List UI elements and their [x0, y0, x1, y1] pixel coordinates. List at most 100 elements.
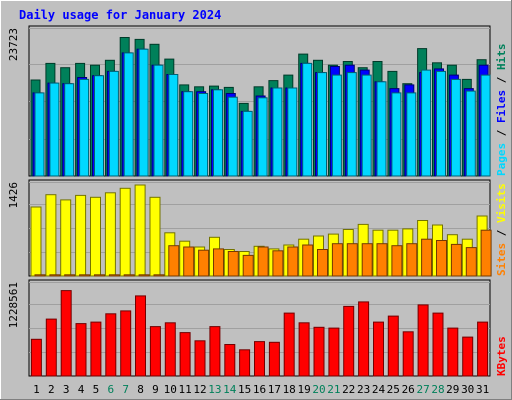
bar-pages-22 [346, 72, 357, 177]
bar-sites-1 [34, 274, 46, 277]
bar-pages-30 [465, 90, 476, 177]
bar-pages-5 [94, 75, 104, 177]
bar-sites-14 [227, 251, 239, 277]
legend: Pages / Files / Hits [495, 44, 508, 177]
x-tick-label-10: 10 [164, 383, 177, 396]
bar-kbytes-4 [75, 323, 87, 377]
bar-sites-12 [198, 249, 210, 277]
bar-visits-3 [60, 199, 72, 277]
x-tick-label-15: 15 [238, 383, 251, 396]
bar-pages-17 [272, 87, 283, 177]
bar-sites-18 [287, 246, 299, 277]
bar-sites-6 [108, 274, 120, 277]
bar-visits-2 [45, 194, 57, 277]
bar-sites-10 [168, 245, 180, 277]
bar-kbytes-29 [447, 327, 459, 377]
bar-pages-18 [287, 87, 298, 177]
legend-kbytes: KBytes [495, 336, 508, 376]
bar-pages-15 [242, 110, 253, 177]
x-tick-label-4: 4 [78, 383, 85, 396]
legend-files: Files [495, 90, 508, 123]
bar-sites-31 [480, 229, 492, 277]
bar-sites-24 [376, 243, 388, 277]
legend-hits: Hits [495, 44, 508, 71]
bar-pages-12 [198, 93, 209, 177]
bar-pages-26 [406, 92, 417, 177]
bar-kbytes-16 [254, 341, 265, 377]
bar-kbytes-17 [268, 341, 280, 377]
bar-pages-13 [213, 89, 223, 177]
x-tick-label-30: 30 [461, 383, 474, 396]
bar-kbytes-23 [358, 301, 370, 377]
bar-pages-6 [108, 70, 119, 177]
x-tick-label-20: 20 [312, 383, 325, 396]
bar-kbytes-7 [120, 310, 132, 377]
bar-visits-7 [119, 187, 131, 277]
bar-sites-13 [213, 248, 224, 277]
bar-pages-11 [183, 91, 194, 177]
bar-kbytes-19 [298, 322, 310, 377]
x-tick-label-21: 21 [327, 383, 340, 396]
bar-sites-3 [64, 274, 76, 277]
x-tick-label-2: 2 [48, 383, 55, 396]
bar-kbytes-2 [45, 318, 57, 377]
bar-kbytes-26 [402, 331, 414, 377]
x-tick-label-3: 3 [63, 383, 70, 396]
x-tick-label-26: 26 [402, 383, 415, 396]
bar-sites-4 [79, 274, 91, 277]
x-tick-label-9: 9 [152, 383, 159, 396]
bar-sites-20 [317, 249, 328, 277]
bar-sites-2 [49, 274, 61, 277]
bar-sites-7 [123, 274, 135, 277]
x-tick-label-25: 25 [387, 383, 400, 396]
bar-visits-4 [75, 194, 87, 277]
x-tick-label-6: 6 [107, 383, 114, 396]
bar-sites-5 [94, 274, 105, 277]
bar-visits-1 [30, 206, 42, 277]
bar-pages-31 [480, 74, 491, 177]
x-tick-label-1: 1 [33, 383, 40, 396]
x-tick-label-14: 14 [223, 383, 237, 396]
bar-sites-8 [138, 274, 150, 277]
legend-separator: / [495, 70, 508, 90]
x-tick-label-18: 18 [283, 383, 296, 396]
bar-pages-24 [376, 81, 387, 177]
x-tick-label-23: 23 [357, 383, 370, 396]
legend-separator: / [495, 123, 508, 143]
bar-pages-20 [317, 72, 327, 177]
bar-visits-5 [90, 196, 101, 277]
legend: Sites / Visits [495, 183, 508, 276]
bar-kbytes-3 [60, 290, 72, 377]
x-tick-label-19: 19 [297, 383, 310, 396]
legend: KBytes [495, 336, 508, 376]
bar-kbytes-5 [90, 321, 102, 377]
chart-title: Daily usage for January 2024 [19, 8, 221, 22]
bar-kbytes-21 [328, 327, 340, 377]
bar-sites-21 [331, 243, 343, 277]
bar-kbytes-24 [373, 321, 384, 377]
bar-kbytes-1 [30, 338, 42, 377]
bar-pages-29 [450, 78, 461, 177]
bar-pages-1 [34, 92, 45, 177]
bar-pages-21 [331, 74, 342, 177]
bar-kbytes-11 [179, 332, 191, 377]
chart-panel-2: 1426 Sites / Visits [7, 179, 508, 277]
bar-pages-4 [79, 78, 90, 177]
legend-pages: Pages [495, 143, 508, 176]
bar-kbytes-6 [105, 313, 117, 377]
bar-kbytes-14 [224, 344, 236, 377]
bar-pages-14 [227, 96, 238, 177]
bar-visits-6 [104, 192, 116, 277]
bar-kbytes-30 [462, 336, 474, 377]
bar-kbytes-28 [432, 312, 444, 377]
bar-sites-11 [183, 246, 195, 277]
bar-kbytes-27 [417, 304, 429, 377]
x-tick-label-16: 16 [253, 383, 266, 396]
x-tick-label-8: 8 [137, 383, 144, 396]
bar-pages-16 [257, 97, 268, 177]
bar-pages-10 [168, 74, 179, 177]
legend-visits: Visits [495, 183, 508, 223]
bar-kbytes-25 [387, 315, 399, 377]
bar-pages-28 [436, 70, 446, 177]
bar-kbytes-8 [135, 295, 146, 377]
